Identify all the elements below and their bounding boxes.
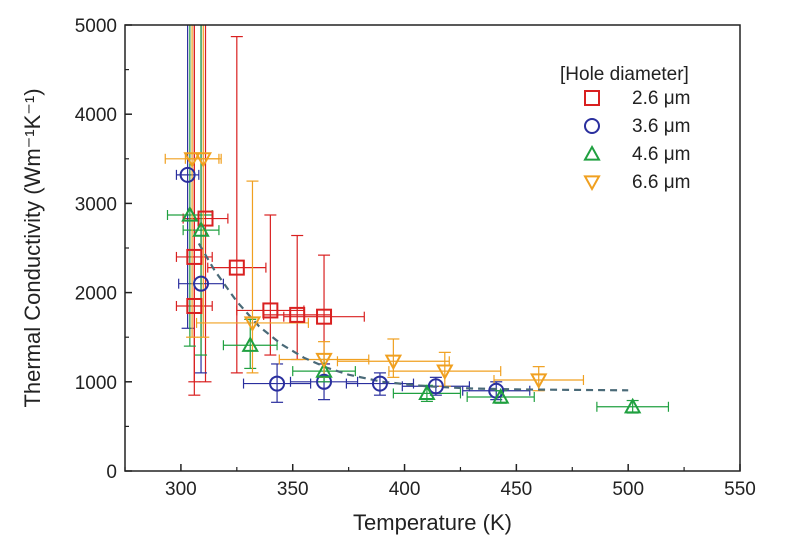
data-point — [269, 375, 286, 392]
data-point — [623, 397, 642, 414]
legend-marker — [584, 90, 600, 106]
y-tick-label: 0 — [106, 462, 117, 483]
x-tick-label: 300 — [165, 479, 197, 500]
errorbars-2.6 — [175, 25, 365, 396]
data-point — [197, 210, 214, 227]
legend-label: 2.6 μm — [632, 88, 690, 109]
data-point — [262, 302, 279, 319]
data-point — [241, 336, 259, 352]
data-point — [243, 316, 262, 332]
x-tick-label: 450 — [501, 479, 533, 500]
y-tick-label: 4000 — [75, 105, 117, 126]
series-4.6 — [181, 205, 642, 414]
series-2.6 — [186, 210, 333, 325]
y-tick-label: 5000 — [75, 16, 117, 37]
legend-label: 4.6 μm — [632, 144, 690, 165]
legend-label: 6.6 μm — [632, 172, 690, 193]
x-tick-label: 500 — [612, 479, 644, 500]
data-point — [315, 362, 333, 378]
data-point — [492, 387, 510, 404]
x-axis-title: Temperature (K) — [353, 510, 512, 535]
legend-marker — [583, 175, 601, 192]
data-point — [436, 364, 454, 381]
x-tick-label: 550 — [724, 479, 756, 500]
x-tick-label: 400 — [389, 479, 421, 500]
data-point — [183, 152, 201, 168]
series-3.6 — [179, 166, 505, 399]
data-point — [194, 152, 212, 168]
y-tick-label: 2000 — [75, 284, 117, 305]
data-point — [371, 375, 388, 392]
fit-curve — [197, 242, 629, 392]
data-point — [186, 248, 203, 265]
x-tick-label: 350 — [277, 479, 309, 500]
series-6.6 — [183, 152, 548, 390]
data-point — [384, 354, 403, 371]
legend-marker — [584, 118, 600, 134]
data-point — [186, 297, 203, 314]
data-point — [427, 378, 444, 395]
legend-label: 3.6 μm — [632, 116, 690, 137]
legend-marker — [583, 144, 601, 161]
data-point — [289, 306, 306, 323]
legend-title: [Hole diameter] — [560, 64, 689, 85]
ticks-layer: 300 350 400 450 500 550 0 1000 2000 3000 4000 5000 — [75, 16, 756, 500]
errorbars-4.6 — [166, 25, 670, 414]
legend: [Hole diameter] 2.6 μm 3.6 μm 4.6 μm 6.6 μm — [560, 64, 690, 193]
data-point — [316, 308, 333, 325]
data-point — [192, 221, 210, 237]
y-axis-title: Thermal Conductivity (Wm⁻¹K⁻¹) — [20, 88, 45, 407]
data-point — [315, 352, 333, 369]
y-tick-label: 3000 — [75, 194, 117, 215]
data-point — [179, 166, 196, 183]
y-tick-label: 1000 — [75, 373, 117, 394]
data-point — [418, 384, 436, 400]
data-point — [193, 275, 210, 292]
data-point — [181, 205, 199, 222]
data-point — [228, 259, 245, 276]
data-layer — [164, 25, 670, 414]
data-point — [530, 373, 548, 390]
data-point — [316, 373, 333, 390]
